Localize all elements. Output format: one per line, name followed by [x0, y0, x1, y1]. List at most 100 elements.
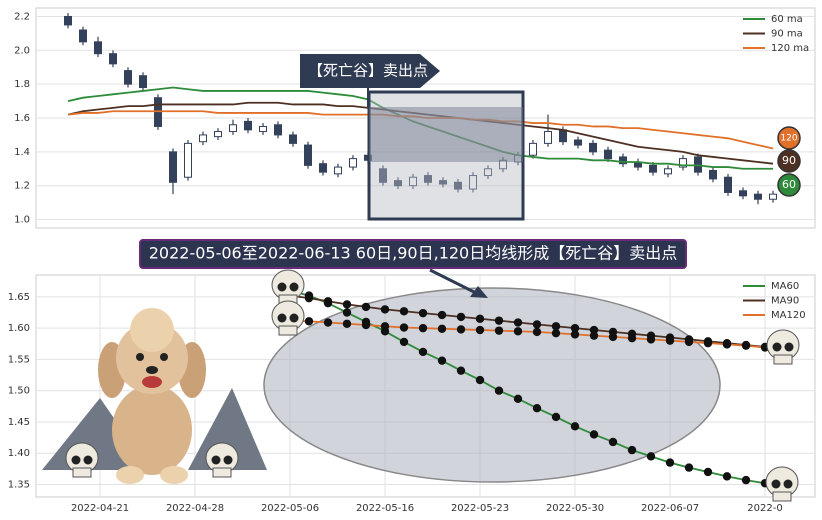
ma-point — [741, 341, 751, 350]
ma-point — [722, 472, 732, 481]
candle-body — [499, 159, 507, 170]
ma-point — [323, 318, 333, 327]
y-tick-label: 1.2 — [14, 181, 30, 192]
legend-label: 60 ma — [771, 14, 803, 25]
annotation-text: 【死亡谷】卖出点 — [308, 62, 428, 80]
candle-body — [604, 149, 612, 160]
ma-point — [532, 327, 542, 337]
banner-arrow — [429, 268, 479, 296]
ma-point — [570, 323, 580, 333]
skull-eye — [771, 479, 781, 489]
ma-point — [418, 323, 428, 333]
candle-body — [529, 142, 537, 156]
ma-point — [380, 305, 390, 314]
x-tick-label: 2022-05-16 — [356, 503, 414, 514]
ma-line — [67, 101, 774, 165]
badge — [777, 173, 801, 197]
x-tick-label: 2022-04-28 — [166, 503, 224, 514]
y-tick-label: 1.50 — [8, 386, 30, 397]
ma-line — [67, 86, 773, 170]
ma-point — [437, 356, 447, 365]
candle-body — [469, 175, 477, 190]
candle-body — [439, 180, 447, 185]
badge-label: 90 — [782, 154, 796, 167]
candle-body — [214, 131, 222, 138]
ma-point — [608, 437, 618, 447]
ma-point — [456, 312, 466, 322]
signal-box — [367, 90, 525, 221]
signal-band — [369, 107, 523, 162]
candle-body — [574, 139, 582, 146]
y-tick-label: 1.45 — [8, 417, 30, 428]
candle-body — [649, 164, 657, 173]
candle-body — [94, 41, 102, 55]
ma-point — [437, 310, 447, 320]
candle-body — [304, 144, 312, 166]
ma-point — [646, 452, 656, 461]
ma-point — [684, 463, 694, 472]
ma-point — [304, 293, 314, 303]
banner-arrowhead — [470, 286, 488, 298]
candle-body — [484, 168, 492, 177]
ma-point — [741, 475, 751, 485]
ma-point — [722, 340, 732, 349]
legend-label: 90 ma — [771, 29, 803, 40]
y-tick-label: 1.4 — [14, 147, 30, 158]
badge — [777, 126, 801, 150]
x-tick-label: 2022-05-06 — [261, 503, 319, 514]
ma-point — [399, 307, 409, 316]
ma-point — [608, 332, 618, 342]
decorations: 【死亡谷】卖出点 2022-05-06至2022-06-13 60日,90日,1… — [42, 54, 800, 502]
poodle — [98, 308, 206, 484]
candle-body — [589, 142, 597, 153]
ma-point — [532, 404, 542, 413]
candle-body — [139, 75, 147, 89]
candle-body — [454, 181, 462, 190]
ma-point — [456, 366, 466, 375]
ma-point — [361, 302, 371, 312]
ma-point — [323, 297, 333, 306]
x-tick-label: 2022-05-30 — [546, 503, 604, 514]
legend-label: 120 ma — [771, 43, 809, 54]
candle-body — [664, 168, 672, 175]
legend-label: MA60 — [771, 281, 799, 292]
ma-point — [589, 430, 599, 439]
ma-point — [304, 317, 314, 326]
candle-body — [769, 193, 777, 200]
x-tick-label: 2022-0 — [747, 503, 782, 514]
candle-body — [109, 53, 117, 65]
candle-body — [349, 158, 357, 168]
ma-point — [399, 337, 409, 347]
y-tick-label: 2.0 — [14, 45, 30, 56]
skull-eye — [83, 455, 93, 465]
badge-label: 60 — [782, 178, 796, 191]
y-tick-label: 1.35 — [8, 479, 30, 490]
ma-point — [551, 412, 561, 422]
x-tick-label: 2022-05-23 — [451, 503, 509, 514]
ma-point — [475, 375, 485, 385]
ma-point — [475, 325, 485, 335]
y-tick-label: 1.65 — [8, 292, 30, 303]
candle-body — [679, 158, 687, 168]
candle-body — [379, 168, 387, 183]
candle-body — [169, 151, 177, 183]
y-tick-label: 1.6 — [14, 113, 30, 124]
ma-point — [456, 325, 466, 334]
badge — [777, 149, 801, 173]
ma-point — [513, 318, 523, 327]
candle-body — [244, 120, 252, 131]
candle-body — [199, 134, 207, 143]
ma-point — [361, 320, 371, 330]
ma-point — [646, 335, 656, 344]
ma-point — [399, 323, 409, 332]
ma-point — [494, 316, 504, 325]
ma-point — [342, 308, 352, 317]
y-tick-label: 1.8 — [14, 79, 30, 90]
candle-body — [709, 169, 717, 180]
ma-point — [703, 338, 713, 348]
skull — [205, 442, 239, 478]
skull — [65, 442, 99, 478]
skull-jaw — [773, 354, 793, 365]
skull-eye — [277, 313, 287, 323]
